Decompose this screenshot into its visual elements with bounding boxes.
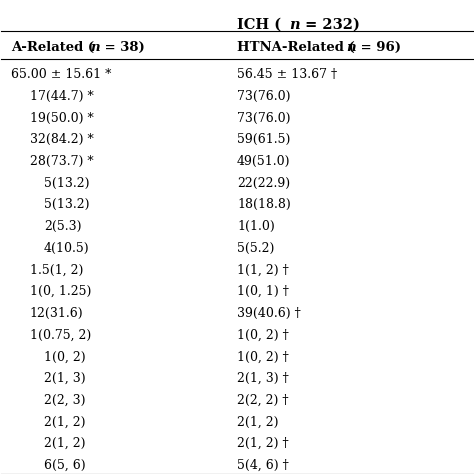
Text: 2(1, 2) †: 2(1, 2) † <box>237 437 289 450</box>
Text: 2(1, 2): 2(1, 2) <box>44 415 85 428</box>
Text: 28(73.7) *: 28(73.7) * <box>30 155 93 168</box>
Text: n: n <box>346 41 356 54</box>
Text: 2(1, 2): 2(1, 2) <box>237 415 279 428</box>
Text: 2(2, 2) †: 2(2, 2) † <box>237 394 289 407</box>
Text: 5(13.2): 5(13.2) <box>44 199 89 211</box>
Text: 73(76.0): 73(76.0) <box>237 90 291 103</box>
Text: 1(0, 2) †: 1(0, 2) † <box>237 328 289 342</box>
Text: 2(1, 2): 2(1, 2) <box>44 437 85 450</box>
Text: 1(1, 2) †: 1(1, 2) † <box>237 264 289 276</box>
Text: A-Related (: A-Related ( <box>11 41 94 54</box>
Text: 2(5.3): 2(5.3) <box>44 220 82 233</box>
Text: 2(1, 3): 2(1, 3) <box>44 372 85 385</box>
Text: 19(50.0) *: 19(50.0) * <box>30 112 93 125</box>
Text: 56.45 ± 13.67 †: 56.45 ± 13.67 † <box>237 68 337 82</box>
Text: 18(18.8): 18(18.8) <box>237 199 291 211</box>
Text: 1(0, 2): 1(0, 2) <box>44 350 85 363</box>
Text: 32(84.2) *: 32(84.2) * <box>30 133 93 146</box>
Text: 1(1.0): 1(1.0) <box>237 220 275 233</box>
Text: 17(44.7) *: 17(44.7) * <box>30 90 93 103</box>
Text: 1.5(1, 2): 1.5(1, 2) <box>30 264 83 276</box>
Text: 5(13.2): 5(13.2) <box>44 177 89 190</box>
Text: 39(40.6) †: 39(40.6) † <box>237 307 301 320</box>
Text: = 232): = 232) <box>300 18 360 32</box>
Text: 4(10.5): 4(10.5) <box>44 242 90 255</box>
Text: 1(0, 1.25): 1(0, 1.25) <box>30 285 91 298</box>
Text: 2(1, 3) †: 2(1, 3) † <box>237 372 289 385</box>
Text: n: n <box>90 41 100 54</box>
Text: 1(0, 2) †: 1(0, 2) † <box>237 350 289 363</box>
Text: 65.00 ± 15.61 *: 65.00 ± 15.61 * <box>11 68 111 82</box>
Text: 22(22.9): 22(22.9) <box>237 177 290 190</box>
Text: 5(4, 6) †: 5(4, 6) † <box>237 459 289 472</box>
Text: = 38): = 38) <box>100 41 145 54</box>
Text: = 96): = 96) <box>356 41 401 54</box>
Text: 59(61.5): 59(61.5) <box>237 133 291 146</box>
Text: HTNA-Related (: HTNA-Related ( <box>237 41 355 54</box>
Text: 49(51.0): 49(51.0) <box>237 155 291 168</box>
Text: n: n <box>289 18 300 32</box>
Text: 1(0, 1) †: 1(0, 1) † <box>237 285 289 298</box>
Text: 12(31.6): 12(31.6) <box>30 307 83 320</box>
Text: 2(2, 3): 2(2, 3) <box>44 394 85 407</box>
Text: ICH (: ICH ( <box>237 18 281 32</box>
Text: 6(5, 6): 6(5, 6) <box>44 459 85 472</box>
Text: 1(0.75, 2): 1(0.75, 2) <box>30 328 91 342</box>
Text: 5(5.2): 5(5.2) <box>237 242 274 255</box>
Text: 73(76.0): 73(76.0) <box>237 112 291 125</box>
